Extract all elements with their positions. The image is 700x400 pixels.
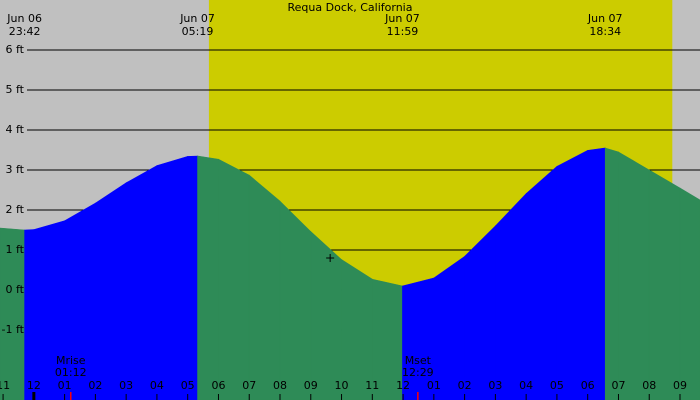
event-date: Jun 06 [6,12,42,25]
event-time: 23:42 [9,25,41,38]
tide-fill [125,165,158,400]
event-date: Jun 07 [384,12,420,25]
y-tick-label: 4 ft [6,123,25,136]
x-tick-label: 05 [181,379,195,392]
x-tick-label: 02 [458,379,472,392]
event-date: Jun 07 [587,12,623,25]
x-tick-label: 03 [119,379,133,392]
tide-fill [310,230,342,400]
event-time: 11:59 [387,25,419,38]
x-tick-label: 02 [88,379,102,392]
x-tick-label: 01 [427,379,441,392]
tide-fill [604,147,619,400]
x-tick-label: 03 [488,379,502,392]
tide-fill [95,182,127,400]
x-tick-label: 05 [550,379,564,392]
y-tick-label: 1 ft [6,243,25,256]
x-tick-label: 08 [642,379,656,392]
tide-fill [587,147,606,400]
y-tick-label: 6 ft [6,43,25,56]
tide-fill [464,225,496,400]
x-tick-label: 12 [27,379,41,392]
y-tick-label: 2 ft [6,203,25,216]
tide-fill [156,155,188,400]
x-tick-label: 06 [211,379,225,392]
y-tick-label: -1 ft [2,323,25,336]
x-tick-label: 12 [396,379,410,392]
x-tick-label: 11 [365,379,379,392]
current-marker [326,254,335,262]
tide-fill [679,187,700,400]
tide-fill [248,174,281,400]
x-tick-label: 09 [673,379,687,392]
y-tick-label: 5 ft [6,83,25,96]
tide-fill [556,149,588,400]
tide-fill [187,155,198,400]
tide-fill [648,169,681,400]
x-tick-label: 04 [150,379,164,392]
tide-fill [618,151,650,400]
tide-fill [24,229,35,400]
x-tick-label: 07 [242,379,256,392]
tide-fill [279,200,312,400]
x-tick-label: 11 [0,379,10,392]
event-time: 18:34 [589,25,621,38]
tide-fill [525,165,558,400]
x-tick-label: 10 [335,379,349,392]
event-time: 05:19 [182,25,214,38]
tide-fill [197,155,219,400]
moon-label: Mrise [56,354,86,367]
midnight-marker [32,392,36,400]
y-tick-label: 3 ft [6,163,25,176]
chart-title: Requa Dock, California [288,1,413,14]
x-tick-label: 06 [581,379,595,392]
x-tick-label: 01 [58,379,72,392]
tide-fill [495,192,527,400]
x-tick-label: 08 [273,379,287,392]
event-date: Jun 07 [179,12,215,25]
moon-time: 01:12 [55,366,87,379]
y-tick-label: 0 ft [6,283,25,296]
x-tick-label: 09 [304,379,318,392]
moon-label: Mset [405,354,432,367]
x-tick-label: 04 [519,379,533,392]
x-tick-label: 07 [611,379,625,392]
moon-time: 12:29 [402,366,434,379]
tide-fill [218,158,250,400]
